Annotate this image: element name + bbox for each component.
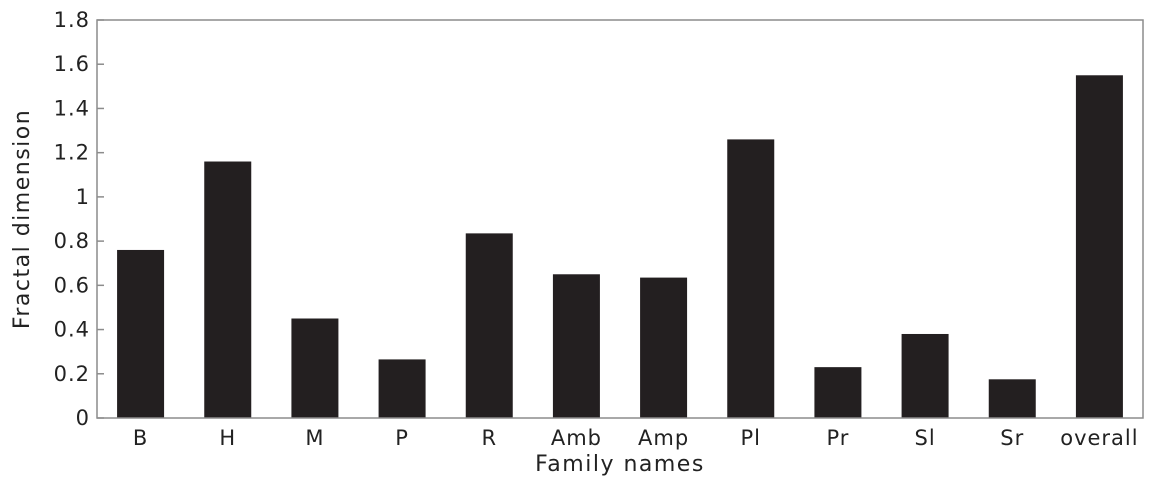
x-tick-label: Sl <box>914 426 935 450</box>
y-tick-label: 0.8 <box>54 229 90 253</box>
y-tick-label: 0.2 <box>54 362 90 386</box>
x-tick-label: B <box>133 426 148 450</box>
y-axis: 0 0.2 0.4 0.6 0.8 1 1.2 1.4 1.6 1.8 <box>54 8 104 430</box>
x-tick-label: H <box>219 426 236 450</box>
bar-h <box>204 161 252 418</box>
x-tick-label: overall <box>1060 426 1138 450</box>
x-tick-label: Pl <box>741 426 762 450</box>
x-tick-label: R <box>481 426 497 450</box>
bar-pr <box>814 367 862 418</box>
y-tick-label: 1.6 <box>54 52 90 76</box>
bar-r <box>465 233 513 418</box>
x-tick-label: Pr <box>826 426 849 450</box>
bar-sr <box>988 379 1036 418</box>
bar-p <box>378 359 426 418</box>
plot-frame <box>96 19 1144 419</box>
bar-pl <box>727 139 775 418</box>
bar-b <box>117 249 165 418</box>
x-tick-label: M <box>305 426 324 450</box>
x-axis: B H M P R Amb Amp Pl Pr Sl Sr overall <box>133 426 1138 450</box>
x-axis-title: Family names <box>535 452 705 477</box>
y-tick-label: 0.4 <box>54 318 90 342</box>
bar-overall <box>1075 75 1123 419</box>
y-tick-label: 1 <box>76 185 90 209</box>
bar-amb <box>552 274 600 418</box>
y-axis-title: Fractal dimension <box>10 109 35 329</box>
y-tick-label: 0 <box>76 406 90 430</box>
bars <box>117 75 1123 419</box>
bar-sl <box>901 333 949 418</box>
y-tick-label: 1.2 <box>54 141 90 165</box>
bar-amp <box>640 277 688 418</box>
y-tick-label: 1.4 <box>54 96 90 120</box>
x-tick-label: Amp <box>638 426 689 450</box>
bar-m <box>291 318 339 418</box>
y-tick-label: 0.6 <box>54 273 90 297</box>
y-tick-label: 1.8 <box>54 8 90 32</box>
x-tick-label: Sr <box>1000 426 1024 450</box>
x-tick-label: Amb <box>551 426 602 450</box>
x-tick-label: P <box>395 426 409 450</box>
